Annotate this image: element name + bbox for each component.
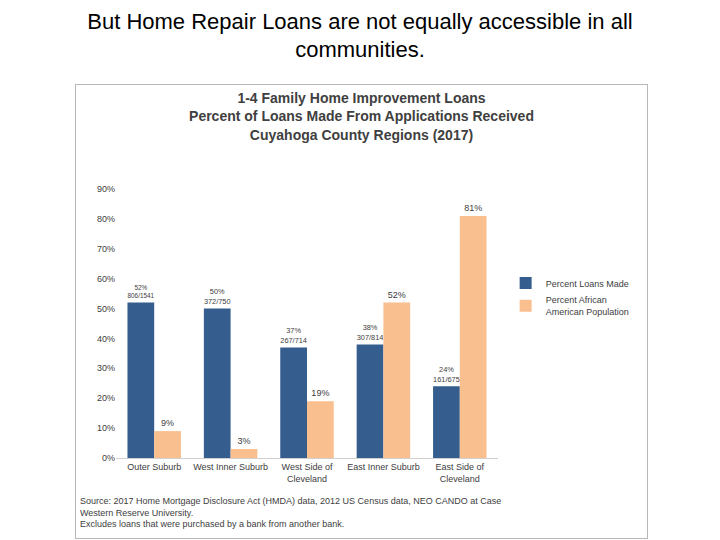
svg-text:38%307/814: 38%307/814 bbox=[357, 323, 384, 342]
svg-text:10%: 10% bbox=[97, 423, 115, 433]
svg-text:37%267/714: 37%267/714 bbox=[280, 326, 307, 345]
svg-text:Percent Loans Made: Percent Loans Made bbox=[546, 279, 629, 289]
svg-text:0%: 0% bbox=[102, 453, 115, 463]
svg-text:50%372/750: 50%372/750 bbox=[204, 287, 231, 306]
svg-text:52%806/1541: 52%806/1541 bbox=[128, 284, 155, 299]
svg-text:20%: 20% bbox=[97, 393, 115, 403]
svg-text:30%: 30% bbox=[97, 363, 115, 373]
svg-text:52%: 52% bbox=[388, 290, 406, 300]
svg-text:East Side ofCleveland: East Side ofCleveland bbox=[436, 462, 485, 484]
svg-text:24%161/675: 24%161/675 bbox=[433, 365, 460, 384]
svg-text:East Inner Suburb: East Inner Suburb bbox=[347, 462, 420, 472]
svg-text:70%: 70% bbox=[97, 244, 115, 254]
svg-text:Source: 2017 Home Mortgage Dis: Source: 2017 Home Mortgage Disclosure Ac… bbox=[80, 496, 501, 529]
svg-text:40%: 40% bbox=[97, 334, 115, 344]
html-text:But Home Repair Loans are not: But Home Repair Loans are not equally ac… bbox=[87, 9, 633, 62]
svg-text:50%: 50% bbox=[97, 304, 115, 314]
svg-text:West Side ofCleveland: West Side ofCleveland bbox=[282, 462, 333, 484]
svg-text:Percent AfricanAmerican Popula: Percent AfricanAmerican Population bbox=[546, 295, 629, 317]
svg-text:3%: 3% bbox=[237, 436, 250, 446]
svg-text:90%: 90% bbox=[97, 184, 115, 194]
svg-text:81%: 81% bbox=[464, 203, 482, 213]
svg-text:9%: 9% bbox=[161, 418, 174, 428]
svg-text:60%: 60% bbox=[97, 274, 115, 284]
svg-text:80%: 80% bbox=[97, 214, 115, 224]
svg-text:1-4 Family Home Improvement Lo: 1-4 Family Home Improvement LoansPercent… bbox=[189, 90, 534, 142]
svg-text:Outer Suburb: Outer Suburb bbox=[127, 462, 181, 472]
svg-text:West Inner Suburb: West Inner Suburb bbox=[193, 462, 268, 472]
svg-text:19%: 19% bbox=[311, 388, 329, 398]
